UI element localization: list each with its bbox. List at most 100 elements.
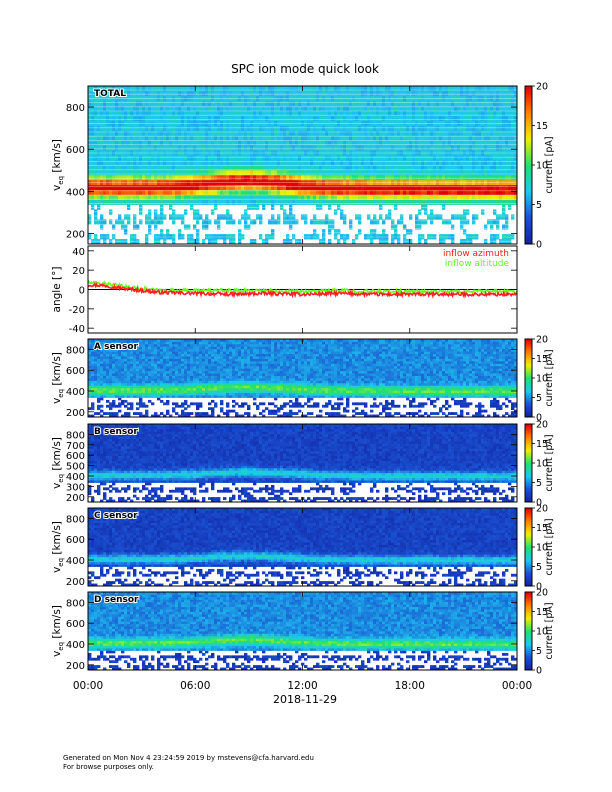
heatmap-cell — [115, 200, 118, 205]
heatmap-cell — [115, 368, 118, 371]
heatmap-cell — [307, 121, 310, 126]
heatmap-cell — [130, 200, 133, 205]
heatmap-cell — [328, 86, 331, 91]
heatmap-cell — [295, 145, 298, 150]
heatmap-cell — [388, 145, 391, 150]
heatmap-cell — [289, 209, 292, 214]
heatmap-cell — [397, 121, 400, 126]
heatmap-cell — [124, 368, 127, 371]
heatmap-cell — [97, 130, 100, 135]
heatmap-cell — [457, 170, 460, 175]
heatmap-cell — [388, 175, 391, 180]
heatmap-cell — [268, 160, 271, 165]
heatmap-cell — [157, 86, 160, 91]
heatmap-cell — [97, 393, 100, 396]
heatmap-cell — [451, 200, 454, 205]
heatmap-cell — [184, 380, 187, 383]
heatmap-cell — [172, 91, 175, 96]
heatmap-cell — [280, 121, 283, 126]
legend-inflow-altitude: inflow altitude — [445, 259, 510, 269]
heatmap-cell — [160, 175, 163, 180]
heatmap-cell — [469, 86, 472, 91]
heatmap-cell — [385, 116, 388, 121]
heatmap-cell — [376, 86, 379, 91]
heatmap-cell — [271, 155, 274, 160]
heatmap-cell — [256, 160, 259, 165]
heatmap-cell — [229, 126, 232, 131]
heatmap-cell — [184, 175, 187, 180]
heatmap-cell — [103, 385, 106, 388]
heatmap-cell — [460, 200, 463, 205]
heatmap-cell — [289, 155, 292, 160]
heatmap-cell — [169, 361, 172, 364]
heatmap-cell — [115, 376, 118, 379]
heatmap-cell — [100, 410, 103, 413]
heatmap-cell — [379, 205, 382, 210]
heatmap-cell — [226, 185, 229, 190]
heatmap-cell — [391, 190, 394, 195]
heatmap-cell — [193, 116, 196, 121]
heatmap-cell — [172, 361, 175, 364]
heatmap-cell — [100, 376, 103, 379]
heatmap-cell — [163, 395, 166, 398]
heatmap-cell — [154, 185, 157, 190]
heatmap-cell — [400, 145, 403, 150]
heatmap-cell — [127, 366, 130, 369]
heatmap-cell — [91, 395, 94, 398]
heatmap-cell — [97, 190, 100, 195]
heatmap-cell — [445, 116, 448, 121]
heatmap-cell — [361, 200, 364, 205]
heatmap-cell — [232, 86, 235, 91]
heatmap-cell — [205, 121, 208, 126]
heatmap-cell — [160, 126, 163, 131]
heatmap-cell — [124, 388, 127, 391]
heatmap-cell — [214, 205, 217, 210]
heatmap-cell — [385, 145, 388, 150]
heatmap-cell — [457, 91, 460, 96]
heatmap-cell — [109, 116, 112, 121]
heatmap-cell — [358, 101, 361, 106]
heatmap-cell — [493, 116, 496, 121]
heatmap-cell — [145, 341, 148, 344]
heatmap-cell — [334, 155, 337, 160]
heatmap-cell — [154, 170, 157, 175]
heatmap-cell — [277, 116, 280, 121]
heatmap-cell — [349, 126, 352, 131]
heatmap-cell — [511, 101, 514, 106]
heatmap-cell — [103, 145, 106, 150]
heatmap-cell — [91, 376, 94, 379]
heatmap-cell — [193, 383, 196, 386]
heatmap-cell — [187, 383, 190, 386]
heatmap-cell — [181, 354, 184, 357]
heatmap-cell — [97, 380, 100, 383]
heatmap-cell — [316, 200, 319, 205]
heatmap-cell — [178, 356, 181, 359]
heatmap-cell — [109, 190, 112, 195]
heatmap-cell — [160, 209, 163, 214]
heatmap-cell — [178, 393, 181, 396]
heatmap-cell — [163, 376, 166, 379]
heatmap-cell — [346, 175, 349, 180]
heatmap-cell — [112, 145, 115, 150]
heatmap-cell — [340, 130, 343, 135]
heatmap-cell — [148, 160, 151, 165]
heatmap-cell — [415, 116, 418, 121]
heatmap-cell — [154, 101, 157, 106]
heatmap-cell — [235, 175, 238, 180]
heatmap-cell — [352, 175, 355, 180]
heatmap-cell — [280, 116, 283, 121]
heatmap-cell — [133, 385, 136, 388]
heatmap-cell — [295, 130, 298, 135]
heatmap-cell — [301, 101, 304, 106]
heatmap-cell — [373, 229, 376, 234]
heatmap-cell — [379, 175, 382, 180]
heatmap-cell — [121, 359, 124, 362]
heatmap-cell — [433, 130, 436, 135]
heatmap-cell — [511, 130, 514, 135]
heatmap-cell — [334, 160, 337, 165]
heatmap-cell — [223, 91, 226, 96]
heatmap-cell — [223, 145, 226, 150]
heatmap-cell — [217, 200, 220, 205]
colorbar-tick-label: 5 — [536, 200, 542, 211]
heatmap-cell — [193, 130, 196, 135]
